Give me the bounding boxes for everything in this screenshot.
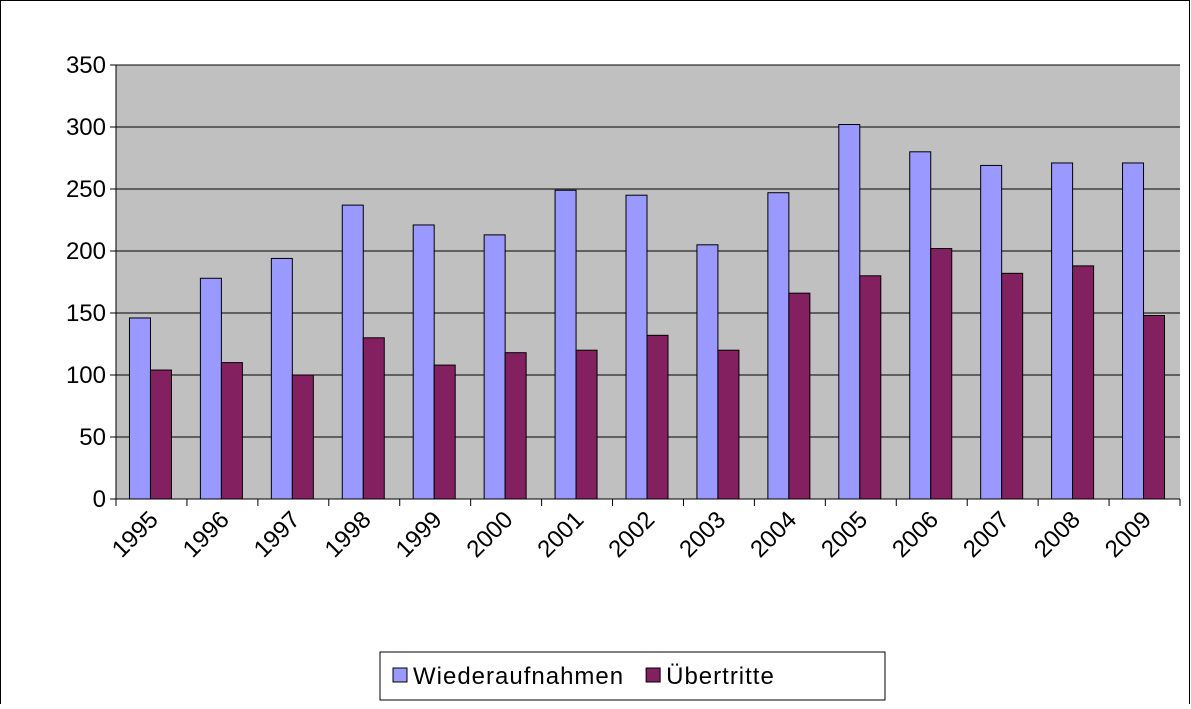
bar	[859, 275, 882, 500]
bar	[412, 224, 435, 500]
legend-label: Übertritte	[666, 663, 775, 690]
bar	[646, 334, 669, 500]
legend-label: Wiederaufnahmen	[413, 663, 624, 690]
legend	[379, 651, 886, 701]
bar	[717, 349, 740, 500]
bar	[575, 349, 598, 500]
bar	[1051, 162, 1074, 500]
bar	[980, 164, 1003, 500]
bar	[128, 317, 151, 500]
bar	[504, 352, 527, 500]
bar	[1072, 265, 1095, 500]
bar	[1143, 314, 1166, 500]
y-tick-label: 50	[79, 424, 106, 451]
bar	[1122, 162, 1145, 500]
bar	[1001, 272, 1024, 500]
bar	[909, 151, 932, 500]
y-tick-label: 0	[93, 486, 106, 513]
bar	[220, 362, 243, 500]
bar	[483, 234, 506, 500]
bar	[554, 189, 577, 500]
bar	[838, 124, 861, 500]
bar	[149, 369, 172, 500]
bar	[930, 248, 953, 500]
y-tick-label: 350	[66, 52, 106, 79]
bar	[788, 292, 811, 500]
bar	[433, 364, 456, 500]
bar	[270, 257, 293, 500]
bar	[767, 192, 790, 500]
y-tick-label: 250	[66, 176, 106, 203]
y-tick-label: 150	[66, 300, 106, 327]
y-tick-label: 200	[66, 238, 106, 265]
y-tick-label: 100	[66, 362, 106, 389]
bar	[696, 244, 719, 500]
bar	[625, 194, 648, 500]
bar	[362, 337, 385, 500]
legend-swatch	[645, 667, 661, 683]
bar	[291, 374, 314, 500]
bar	[341, 204, 364, 500]
bar	[199, 277, 222, 500]
legend-swatch	[392, 667, 408, 683]
y-tick-label: 300	[66, 114, 106, 141]
